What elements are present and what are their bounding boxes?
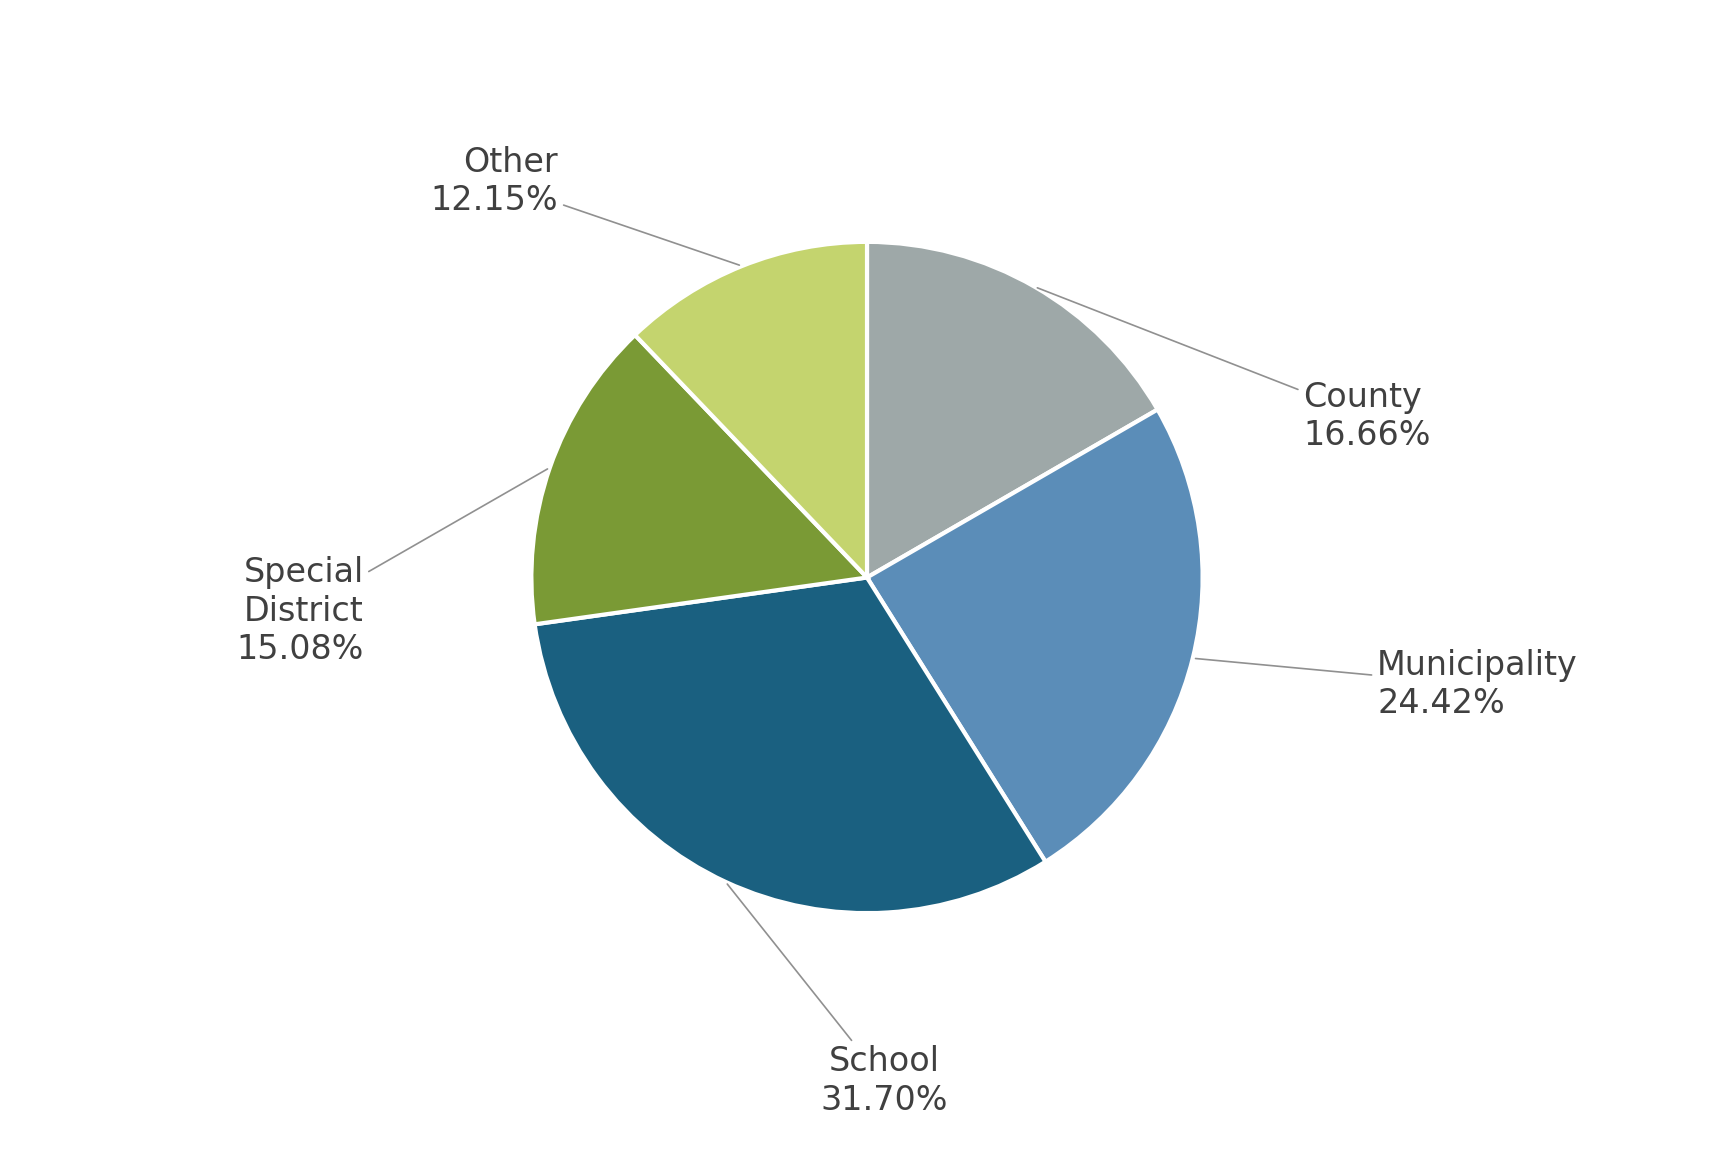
Wedge shape <box>534 578 1046 914</box>
Text: Municipality
24.42%: Municipality 24.42% <box>1195 649 1578 721</box>
Text: Other
12.15%: Other 12.15% <box>430 146 739 266</box>
Wedge shape <box>867 410 1203 862</box>
Wedge shape <box>635 241 867 578</box>
Text: County
16.66%: County 16.66% <box>1037 288 1431 452</box>
Wedge shape <box>867 241 1158 578</box>
Text: School
31.70%: School 31.70% <box>727 884 947 1117</box>
Wedge shape <box>531 335 867 625</box>
Text: Special
District
15.08%: Special District 15.08% <box>236 469 548 665</box>
